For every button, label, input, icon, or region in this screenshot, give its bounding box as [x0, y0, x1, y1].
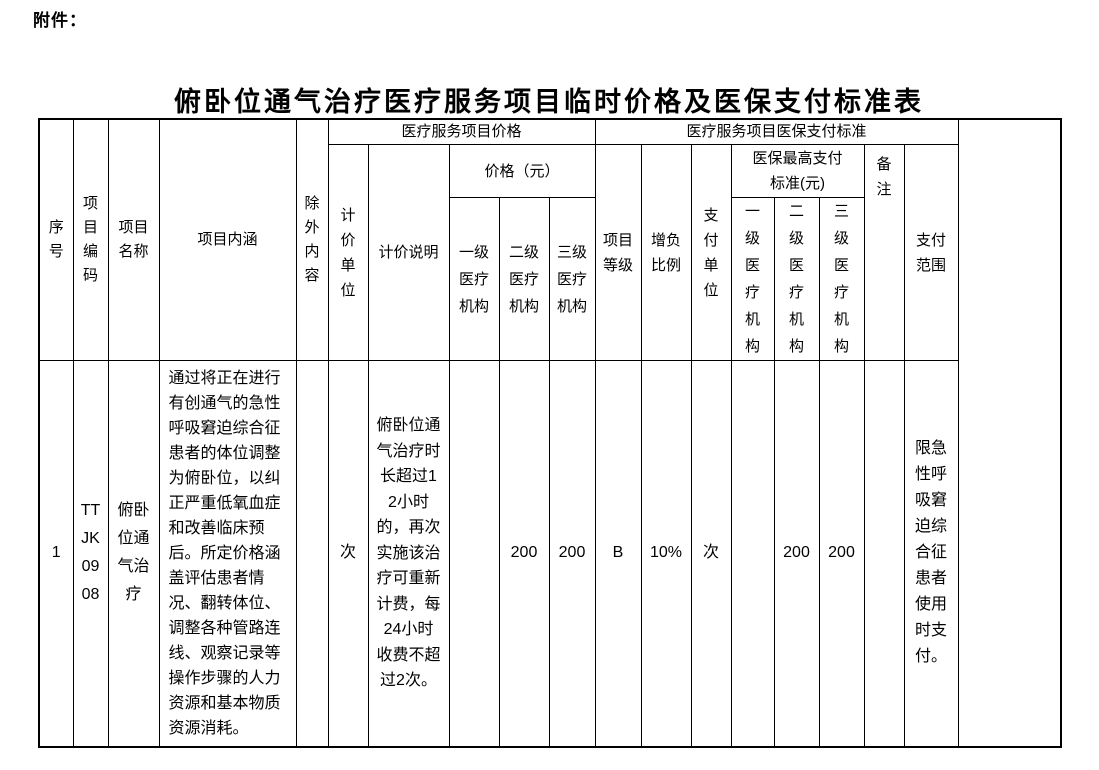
header-price-tier2-institution: 二级 医疗 机构 — [498, 197, 550, 361]
header-insurance-tier3-institution: 三 级 医 疗 机 构 — [818, 197, 865, 361]
cell-payment-scope: 限急 性呼 吸窘 迫综 合征 患者 使用 时支 付。 — [903, 360, 959, 747]
header-excluded-content: 除 外 内 容 — [295, 118, 329, 361]
header-surcharge-ratio: 增负 比例 — [640, 144, 692, 361]
header-remark: 备 注 — [863, 144, 905, 361]
cell-insurance-tier2: 200 — [773, 360, 820, 747]
header-pricing-unit: 计 价 单 位 — [327, 144, 369, 361]
cell-project-code: TT JK 09 08 — [72, 360, 109, 747]
header-payment-unit: 支 付 单 位 — [690, 144, 732, 361]
header-max-insurance-payment: 医保最高支付 标准(元) — [730, 144, 865, 198]
header-insurance-tier1-institution: 一 级 医 疗 机 构 — [730, 197, 775, 361]
cell-pricing-note: 俯卧位通 气治疗时 长超过1 2小时 的，再次 实施该治 疗可重新 计费，每 2… — [367, 360, 450, 747]
header-insurance-tier2-institution: 二 级 医 疗 机 构 — [773, 197, 820, 361]
header-price-yuan: 价格（元） — [448, 144, 596, 198]
cell-payment-unit: 次 — [690, 360, 732, 747]
cell-project-content: 通过将正在进行 有创通气的急性 呼吸窘迫综合征 患者的体位调整 为俯卧位，以纠 … — [158, 360, 297, 747]
table-row: 1 TT JK 09 08 俯卧 位通 气治 疗 通过将正在进行 有创通气的急性… — [38, 360, 1061, 747]
header-pricing-note: 计价说明 — [367, 144, 450, 361]
cell-project-name: 俯卧 位通 气治 疗 — [107, 360, 160, 747]
cell-insurance-tier1 — [730, 360, 775, 747]
header-group-insurance-standard: 医疗服务项目医保支付标准 — [594, 118, 959, 145]
attachment-label: 附件： — [33, 11, 87, 30]
cell-price-tier2: 200 — [498, 360, 550, 747]
header-project-content: 项目内涵 — [158, 118, 297, 361]
cell-surcharge-ratio: 10% — [640, 360, 692, 747]
cell-price-tier1 — [448, 360, 500, 747]
cell-insurance-tier3: 200 — [818, 360, 865, 747]
header-payment-scope: 支付 范围 — [903, 144, 959, 361]
header-project-code: 项 目 编 码 — [72, 118, 109, 361]
cell-remark — [863, 360, 905, 747]
header-price-tier3-institution: 三级 医疗 机构 — [548, 197, 596, 361]
header-price-tier1-institution: 一级 医疗 机构 — [448, 197, 500, 361]
page-title: 俯卧位通气治疗医疗服务项目临时价格及医保支付标准表 — [174, 87, 924, 117]
header-project-name: 项目 名称 — [107, 118, 160, 361]
cell-excluded-content — [295, 360, 329, 747]
cell-price-tier3: 200 — [548, 360, 596, 747]
header-group-service-price: 医疗服务项目价格 — [327, 118, 596, 145]
header-row-groups: 序 号 项 目 编 码 项目 名称 项目内涵 除 外 内 容 医疗服务项目价格 … — [38, 118, 1062, 747]
header-project-grade: 项目 等级 — [594, 144, 642, 361]
price-standards-table: 序 号 项 目 编 码 项目 名称 项目内涵 除 外 内 容 医疗服务项目价格 … — [38, 118, 1063, 748]
cell-pricing-unit: 次 — [327, 360, 369, 747]
header-empty-last-column — [957, 118, 1062, 747]
cell-seq: 1 — [38, 360, 74, 747]
header-seq: 序 号 — [38, 118, 74, 361]
header-row-tiers: 一级 医疗 机构 二级 医疗 机构 三级 医疗 机构 一 级 医 疗 机 构 二… — [39, 197, 1061, 361]
cell-project-grade: B — [594, 360, 642, 747]
